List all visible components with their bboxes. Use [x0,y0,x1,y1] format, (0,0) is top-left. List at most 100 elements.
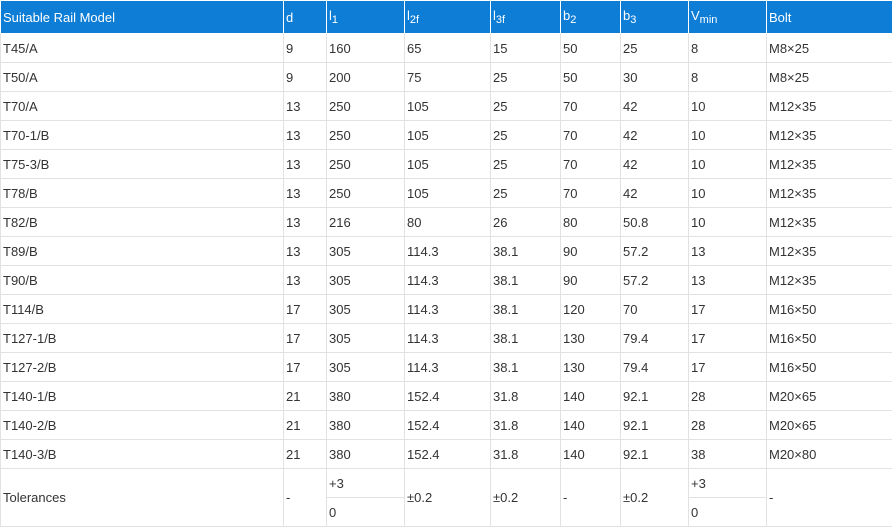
table-cell: M12×35 [766,149,892,179]
table-cell: 152.4 [404,410,491,440]
table-cell: 75 [404,62,491,92]
header-subscript: 1 [331,14,339,26]
header-text: d [286,9,294,25]
table-cell: 38.1 [490,352,561,382]
table-cell: 50 [560,33,621,63]
table-row: T75-3/B 13 250 105 25 70 42 10 M12×35 [0,149,892,179]
table-cell: 70 [560,178,621,208]
table-cell: 42 [620,91,689,121]
table-cell: 305 [326,265,405,295]
table-cell: 25 [490,178,561,208]
table-cell: 26 [490,207,561,237]
table-cell: 114.3 [404,265,491,295]
table-cell: 114.3 [404,294,491,324]
header-text: l [493,8,496,23]
table-cell: 114.3 [404,352,491,382]
table-cell: 130 [560,323,621,353]
header-cell: b2 [560,0,621,34]
table-cell: T140-3/B [0,439,284,469]
table-cell: T89/B [0,236,284,266]
table-cell: 105 [404,178,491,208]
table-cell: 70 [620,294,689,324]
header-subscript: min [699,14,718,26]
tolerance-cell: ±0.2 [620,468,689,527]
header-cell: l3f [490,0,561,34]
table-cell: 92.1 [620,410,689,440]
table-cell: 13 [688,236,767,266]
header-text: Bolt [769,9,792,25]
table-cell: 380 [326,410,405,440]
table-row: T114/B 17 305 114.3 38.1 120 70 17 M16×50 [0,294,892,324]
table-cell: T114/B [0,294,284,324]
tolerance-label: Tolerances [0,468,284,527]
table-cell: 305 [326,294,405,324]
table-body: T45/A 9 160 65 15 50 25 8 M8×25 T50/A 9 200 75 25 50 30… [0,33,892,527]
table-row: T140-1/B 21 380 152.4 31.8 140 92.1 28 M20×65 [0,381,892,411]
table-cell: 38 [688,439,767,469]
header-subscript: 2f [409,14,420,26]
table-cell: 305 [326,323,405,353]
table-cell: 25 [490,149,561,179]
table-cell: 140 [560,439,621,469]
table-cell: 140 [560,410,621,440]
table-cell: 13 [688,265,767,295]
table-cell: 17 [283,323,327,353]
table-cell: M16×50 [766,294,892,324]
table-cell: 80 [560,207,621,237]
header-text: b [563,8,571,23]
table-cell: 8 [688,33,767,63]
tolerance-cell: ±0.2 [404,468,491,527]
table-cell: 13 [283,178,327,208]
table-row: T127-2/B 17 305 114.3 38.1 130 79.4 17 M16×50 [0,352,892,382]
table-cell: M20×65 [766,381,892,411]
header-text: b [623,8,631,23]
header-row: Suitable Rail Model d l1 l2f l3f b2 b3 Vmin Bolt [0,0,892,34]
table-cell: 105 [404,91,491,121]
table-cell: 38.1 [490,265,561,295]
table-row: T50/A 9 200 75 25 50 30 8 M8×25 [0,62,892,92]
table-cell: 13 [283,120,327,150]
table-cell: 13 [283,265,327,295]
table-cell: 10 [688,207,767,237]
table-cell: M20×65 [766,410,892,440]
table-cell: 9 [283,33,327,63]
table-cell: 42 [620,149,689,179]
table-cell: 30 [620,62,689,92]
table-cell: 17 [283,294,327,324]
table-cell: 105 [404,149,491,179]
tolerance-cell: 0 [688,497,767,527]
table-cell: 92.1 [620,381,689,411]
table-cell: 114.3 [404,236,491,266]
table-cell: 250 [326,91,405,121]
table-cell: 50.8 [620,207,689,237]
header-subscript: 2 [570,14,577,26]
table-cell: T82/B [0,207,284,237]
table-row: T127-1/B 17 305 114.3 38.1 130 79.4 17 M16×50 [0,323,892,353]
table-cell: 13 [283,149,327,179]
table-cell: T50/A [0,62,284,92]
table-cell: 92.1 [620,439,689,469]
table-cell: 57.2 [620,265,689,295]
table-cell: 140 [560,381,621,411]
table-cell: 42 [620,178,689,208]
table-row: T78/B 13 250 105 25 70 42 10 M12×35 [0,178,892,208]
table-cell: T75-3/B [0,149,284,179]
table-cell: 13 [283,91,327,121]
table-cell: 200 [326,62,405,92]
table-cell: M12×35 [766,120,892,150]
table-row: T70-1/B 13 250 105 25 70 42 10 M12×35 [0,120,892,150]
table-cell: 79.4 [620,352,689,382]
table-cell: 380 [326,439,405,469]
table-cell: 120 [560,294,621,324]
tolerance-cell: - [283,468,327,527]
table-row: T45/A 9 160 65 15 50 25 8 M8×25 [0,33,892,63]
table-cell: 57.2 [620,236,689,266]
tolerance-cell: - [766,468,892,527]
table-cell: M12×35 [766,91,892,121]
table-cell: M12×35 [766,178,892,208]
table-cell: M16×50 [766,352,892,382]
tolerance-cell: 0 [326,497,405,527]
table-cell: 21 [283,381,327,411]
